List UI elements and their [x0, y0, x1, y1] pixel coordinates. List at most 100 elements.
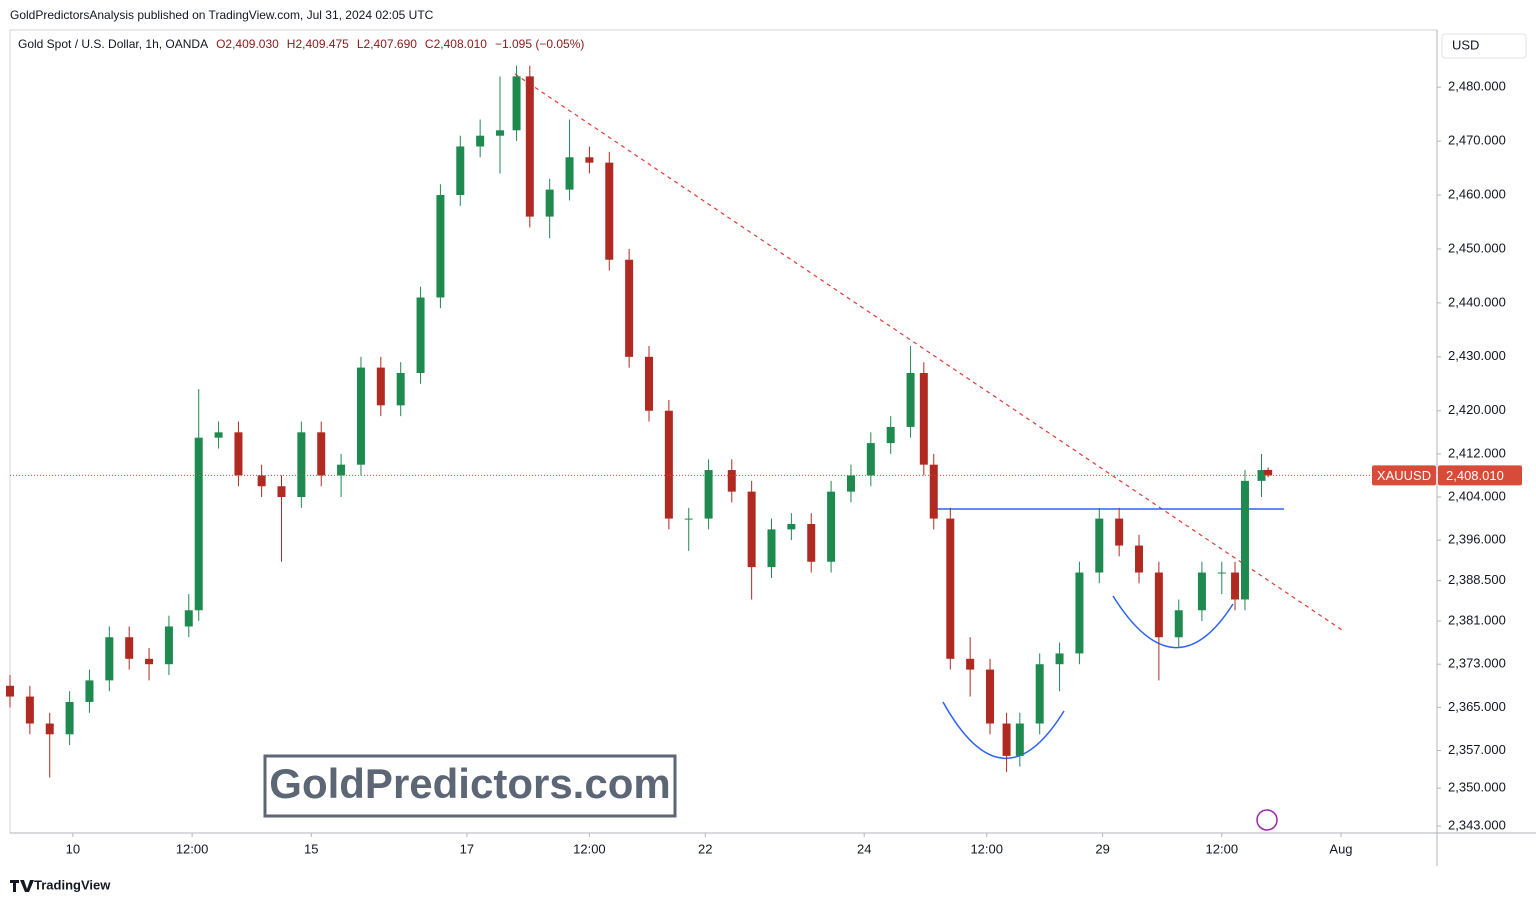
cup-arc: [942, 701, 1065, 760]
candle-body: [1015, 723, 1024, 756]
candle-body: [1035, 664, 1044, 724]
candle-body: [85, 680, 94, 702]
x-tick-label: 12:00: [1206, 841, 1239, 856]
candle-body: [1197, 572, 1206, 611]
ohlc-value: O2,409.030: [216, 37, 279, 51]
candle-body: [496, 130, 505, 136]
x-tick-label: 29: [1095, 841, 1109, 856]
footer-logo: [10, 880, 34, 892]
y-tick-label: 2,420.000: [1448, 402, 1506, 417]
candle-body: [1135, 545, 1144, 573]
candle-body: [337, 464, 346, 476]
y-tick-label: 2,365.000: [1448, 699, 1506, 714]
candle-body: [436, 195, 445, 298]
candle-body: [919, 372, 928, 465]
candle-body: [1240, 480, 1249, 600]
candle-body: [1231, 572, 1240, 600]
candle-body: [545, 189, 554, 217]
y-tick-label: 2,388.500: [1448, 572, 1506, 587]
y-tick-label: 2,450.000: [1448, 240, 1506, 255]
candle-body: [727, 470, 736, 492]
candle-body: [525, 76, 534, 217]
price-tag-label: 2,408.010: [1446, 468, 1504, 483]
candle-body: [585, 157, 594, 163]
y-tick-label: 2,412.000: [1448, 445, 1506, 460]
alert-icon[interactable]: [1256, 809, 1278, 831]
candle-body: [125, 637, 134, 659]
symbol-info: Gold Spot / U.S. Dollar, 1h, OANDA: [18, 37, 208, 51]
change-value: −1.095 (−0.05%): [495, 37, 584, 51]
candle-body: [605, 162, 614, 260]
watermark-box: [263, 754, 677, 818]
y-tick-label: 2,396.000: [1448, 532, 1506, 547]
candles: [6, 65, 1273, 778]
x-tick-label: 12:00: [970, 841, 1003, 856]
y-tick-label: 2,350.000: [1448, 780, 1506, 795]
currency: USD: [1452, 37, 1479, 52]
y-tick-label: 2,470.000: [1448, 133, 1506, 148]
y-tick-label: 2,460.000: [1448, 186, 1506, 201]
candle-body: [1264, 469, 1273, 476]
candle-body: [966, 658, 975, 670]
candle-body: [512, 76, 521, 131]
candle-body: [1075, 572, 1084, 654]
candle-body: [625, 259, 634, 357]
candle-body: [105, 637, 114, 681]
candle-body: [986, 669, 995, 724]
candle-body: [164, 626, 173, 665]
candle-body: [866, 443, 875, 476]
footer-brand: TradingView: [34, 877, 111, 892]
candle-body: [317, 432, 326, 476]
candle-body: [145, 658, 154, 665]
candle-body: [846, 475, 855, 492]
ohlc-legend: O2,409.030 H2,409.475 L2,407.690 C2,408.010…: [216, 37, 584, 51]
candle-body: [476, 135, 485, 147]
candle-body: [664, 410, 673, 519]
ohlc-value: L2,407.690: [357, 37, 417, 51]
candle-body: [1095, 518, 1104, 573]
candle-body: [684, 518, 693, 520]
candle-body: [356, 367, 365, 465]
ohlc-value: H2,409.475: [287, 37, 349, 51]
ohlc-value: C2,408.010: [425, 37, 487, 51]
candle-body: [787, 523, 796, 530]
candle-body: [194, 437, 203, 611]
y-tick-label: 2,480.000: [1448, 79, 1506, 94]
candle-body: [214, 432, 223, 438]
candle-body: [277, 486, 286, 498]
candle-body: [1174, 610, 1183, 638]
candle-body: [6, 685, 14, 697]
ticker-tag: [1372, 465, 1436, 486]
candle-body: [416, 297, 425, 373]
y-tick-label: 2,440.000: [1448, 294, 1506, 309]
candle-body: [747, 491, 756, 568]
currency-box[interactable]: [1441, 33, 1527, 59]
candle-body: [456, 146, 465, 196]
y-tick-label: 2,381.000: [1448, 612, 1506, 627]
x-tick-label: Aug: [1329, 841, 1352, 856]
y-tick-label: 2,373.000: [1448, 656, 1506, 671]
candle-body: [827, 491, 836, 562]
candle-body: [906, 372, 915, 427]
x-tick-label: 10: [66, 841, 80, 856]
x-tick-label: 12:00: [176, 841, 209, 856]
candle-body: [396, 372, 405, 406]
y-tick-label: 2,343.000: [1448, 817, 1506, 832]
candle-body: [1055, 653, 1064, 665]
x-tick-label: 15: [304, 841, 318, 856]
published-note: GoldPredictorsAnalysis published on Trad…: [10, 8, 434, 22]
y-tick-label: 2,404.000: [1448, 488, 1506, 503]
candle-body: [767, 529, 776, 568]
handle-arc: [1112, 595, 1234, 649]
candle-body: [946, 518, 955, 659]
candle-body: [886, 426, 895, 444]
candle-body: [929, 464, 938, 519]
candle-body: [645, 356, 654, 411]
watermark: GoldPredictors.com: [269, 760, 670, 807]
price-tag: [1438, 465, 1522, 486]
x-tick-label: 12:00: [573, 841, 606, 856]
candle-body: [184, 610, 193, 627]
y-tick-label: 2,430.000: [1448, 348, 1506, 363]
candle-body: [65, 701, 74, 735]
